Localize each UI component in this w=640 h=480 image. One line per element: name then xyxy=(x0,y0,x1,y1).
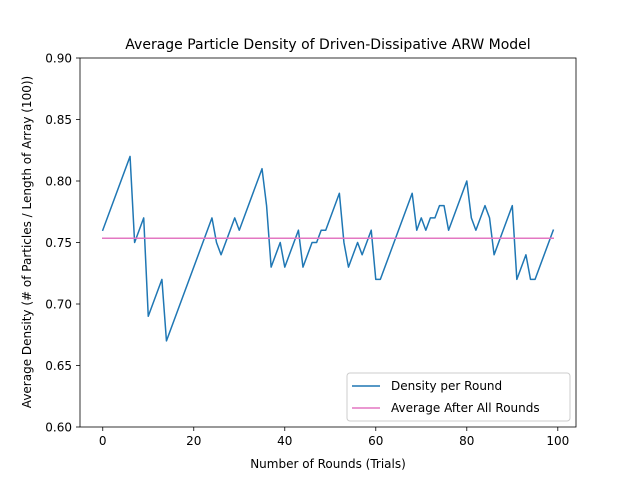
x-tick-label: 60 xyxy=(368,434,383,448)
legend: Density per Round Average After All Roun… xyxy=(346,372,571,422)
plot-frame xyxy=(79,57,577,428)
plot-area xyxy=(79,57,577,428)
y-tick-label: 0.75 xyxy=(45,236,72,250)
y-tick-label: 0.65 xyxy=(45,359,72,373)
y-tick-label: 0.90 xyxy=(45,52,72,66)
x-tick-label: 40 xyxy=(277,434,292,448)
legend-label-density-per-round: Density per Round xyxy=(391,379,502,393)
x-tick-label: 20 xyxy=(186,434,201,448)
y-axis-ticks: 0.60 0.65 0.70 0.75 0.80 0.85 0.90 xyxy=(45,52,80,435)
x-axis-ticks: 0 20 40 60 80 100 xyxy=(99,427,569,448)
y-tick-label: 0.60 xyxy=(45,421,72,435)
y-axis-label: Average Density (# of Particles / Length… xyxy=(20,76,34,408)
x-tick-label: 100 xyxy=(546,434,569,448)
series-line-0 xyxy=(101,155,555,342)
x-axis-label: Number of Rounds (Trials) xyxy=(250,457,406,471)
y-tick-label: 0.80 xyxy=(45,175,72,189)
x-tick-label: 0 xyxy=(99,434,107,448)
legend-label-average: Average After All Rounds xyxy=(391,401,540,415)
y-tick-label: 0.70 xyxy=(45,298,72,312)
chart-title: Average Particle Density of Driven-Dissi… xyxy=(125,37,530,53)
x-tick-label: 80 xyxy=(459,434,474,448)
legend-box xyxy=(346,372,571,422)
y-tick-label: 0.85 xyxy=(45,113,72,127)
